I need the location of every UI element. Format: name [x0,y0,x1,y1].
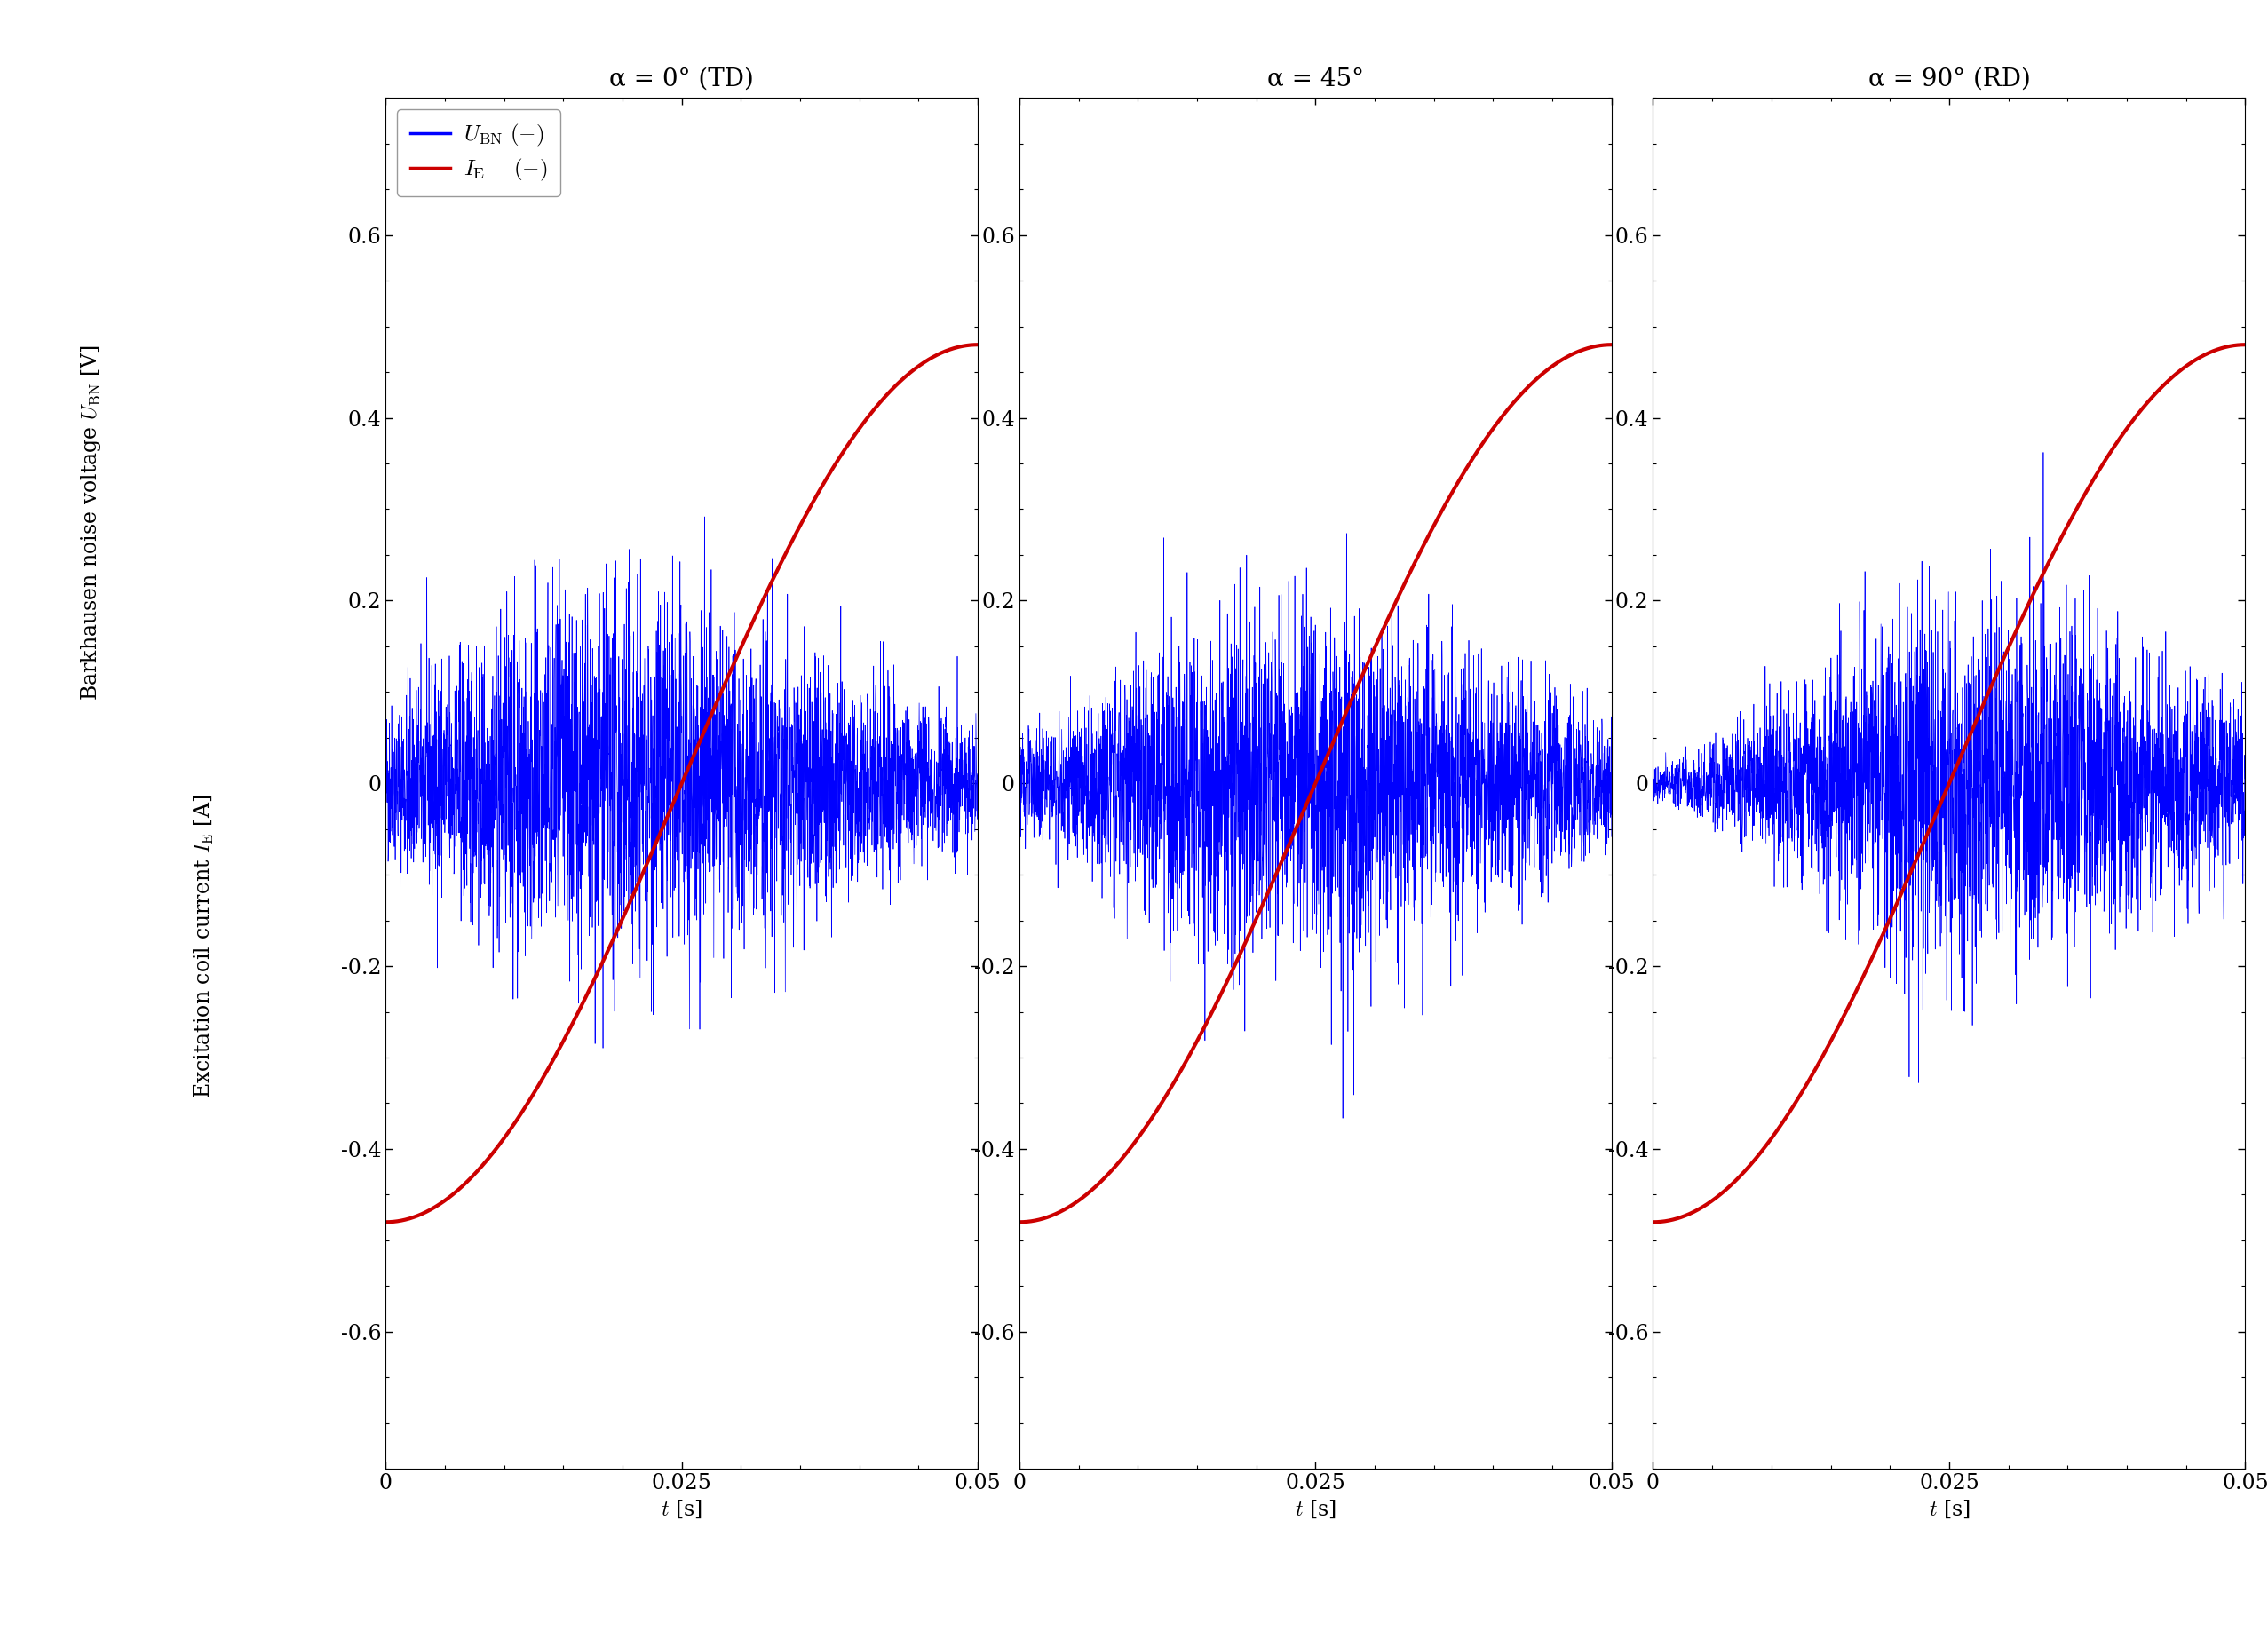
Title: α = 90° (RD): α = 90° (RD) [1869,67,2030,91]
Text: Excitation coil current $I_\mathrm{E}$ [A]: Excitation coil current $I_\mathrm{E}$ [… [193,795,215,1098]
X-axis label: $t$ [s]: $t$ [s] [1928,1498,1971,1519]
X-axis label: $t$ [s]: $t$ [s] [1295,1498,1336,1519]
X-axis label: $t$ [s]: $t$ [s] [660,1498,703,1519]
Title: α = 45°: α = 45° [1268,67,1363,91]
Legend: $U_\mathrm{BN}$ $(\mathbf{-})$, $I_\mathrm{E}$    $(\mathbf{-})$: $U_\mathrm{BN}$ $(\mathbf{-})$, $I_\math… [397,109,560,196]
Text: Barkhausen noise voltage $U_\mathrm{BN}$ [V]: Barkhausen noise voltage $U_\mathrm{BN}$… [79,344,102,700]
Title: α = 0° (TD): α = 0° (TD) [610,67,753,91]
